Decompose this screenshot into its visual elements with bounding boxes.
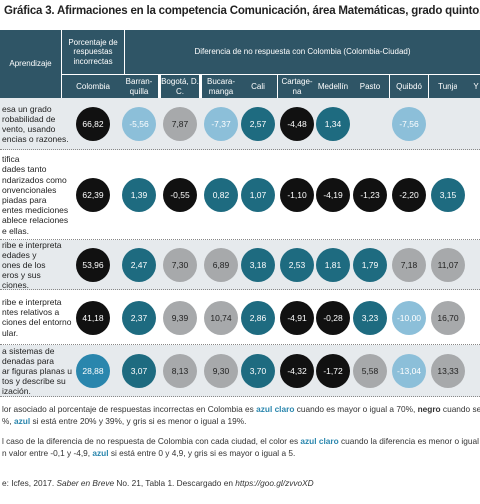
label-line: edades y [2,249,37,260]
sub-header: Cartage-na [278,75,316,98]
sub-header: Bucara-manga [202,75,240,98]
value-circle: -5,56 [122,107,156,141]
row-label: esa un grado robabilidad de vento, usando e… [2,104,69,145]
label-line: esa un grado [2,103,52,114]
sub-header: Colombia [62,75,124,98]
value-circle: 3,07 [122,354,156,388]
note: n valor entre -0,1 y -4,9, azul si está … [2,448,296,458]
value-circle: -4,32 [280,354,314,388]
label-line: eros y sus [2,270,41,281]
label-line: robabilidad de [2,113,56,124]
value-circle: -4,19 [316,178,350,212]
source: e: Icfes, 2017. Saber en Breve No. 21, T… [2,478,314,488]
value-circle: 1,81 [316,248,350,282]
value-circle: -1,10 [280,178,314,212]
value-circle: -4,91 [280,300,314,335]
value-circle: 28,88 [76,354,110,388]
label-line: vento, usando [2,123,56,134]
sub-header: Bogotá, D. C. [161,75,199,98]
label-line: entes mediciones [2,205,69,216]
label-line: denadas para [2,355,54,366]
value-circle: 1,34 [316,107,350,141]
value-circle: 62,39 [76,178,110,212]
value-circle: 5,58 [353,354,387,388]
label-line: piadas para [2,194,47,205]
label-line: ular. [2,327,19,338]
value-circle: 11,07 [431,248,465,282]
label-line: ribe e interpreta [2,297,62,308]
value-circle: -13,04 [392,354,426,388]
value-circle: -0,55 [163,178,197,212]
value-circle: 66,82 [76,107,110,141]
sub-header: Cali [239,75,277,98]
sub-header: Quibdó [390,75,428,98]
label-line: ntes relativos a [2,307,60,318]
row-label: ribe e interpreta ntes relativos a ciones … [2,297,71,338]
label-line: ndarizados como [2,174,67,185]
label-line: ciones del entorno [2,317,72,328]
value-circle: -4,48 [280,107,314,141]
sub-header: Medellín [314,75,352,98]
label-line: a sistemas de [2,345,55,356]
value-circle: 3,15 [431,178,465,212]
label-line: e ellas. [2,225,29,236]
sub-header: Pasto [351,75,389,98]
row-label: ribe e interpreta edades y ones de los eros… [2,240,62,291]
value-circle: 2,37 [122,300,156,335]
value-circle: -2,20 [392,178,426,212]
value-circle: 3,70 [241,354,275,388]
value-circle: 53,96 [76,248,110,282]
label-line: tifica [2,154,20,165]
value-circle: 9,39 [163,300,197,335]
note: %, azul si está entre 20% y 39%, y gris … [2,416,247,426]
value-circle: 2,47 [122,248,156,282]
sub-header: Y [457,75,480,98]
value-circle: 2,53 [280,248,314,282]
label-line: tos y describe su [2,376,66,387]
value-circle: -1,23 [353,178,387,212]
value-circle: 8,13 [163,354,197,388]
value-circle: 9,30 [204,354,238,388]
label-line: encias o razones. [2,134,69,145]
label-line: ciones. [2,280,29,291]
title: Gráfica 3. Afirmaciones en la competenci… [4,5,480,17]
label-line: ar figuras planas u [2,365,72,376]
value-circle: 7,30 [163,248,197,282]
value-circle: 1,79 [353,248,387,282]
value-circle: 2,57 [241,107,275,141]
value-circle: -7,56 [392,107,426,141]
label-line: ización. [2,386,31,397]
value-circle: -10,00 [392,300,426,335]
value-circle: -0,28 [316,300,350,335]
label-line: onvencionales [2,184,57,195]
sub-header: Barran-quilla [120,75,158,98]
value-circle: 1,07 [241,178,275,212]
value-circle: 3,23 [353,300,387,335]
row-label: tifica dades tanto ndarizados como onvencio… [2,154,68,236]
value-circle: 7,18 [392,248,426,282]
value-circle: 10,74 [204,300,238,335]
value-circle: 13,33 [431,354,465,388]
note: lor asociado al porcentaje de respuestas… [2,404,480,414]
value-circle: 16,70 [431,300,465,335]
value-circle: 7,87 [163,107,197,141]
label-line: dades tanto [2,164,47,175]
header-percentage: Porcentaje de respuestas incorrectas [62,30,124,74]
header-difference: Diferencia de no respuesta con Colombia … [125,30,480,74]
value-circle: 41,18 [76,300,110,335]
label-line: ones de los [2,259,46,270]
value-circle: 0,82 [204,178,238,212]
header-learning: Aprendizaje [0,30,61,98]
value-circle: -1,72 [316,354,350,388]
value-circle: 6,89 [204,248,238,282]
label-line: ribe e interpreta [2,239,62,250]
value-circle: -7,37 [204,107,238,141]
value-circle: 1,39 [122,178,156,212]
note: l caso de la diferencia de no respuesta … [2,436,480,446]
value-circle: 2,86 [241,300,275,335]
row-label: a sistemas de denadas para ar figuras plan… [2,346,72,397]
value-circle: 3,18 [241,248,275,282]
label-line: ablece relaciones [2,215,69,226]
